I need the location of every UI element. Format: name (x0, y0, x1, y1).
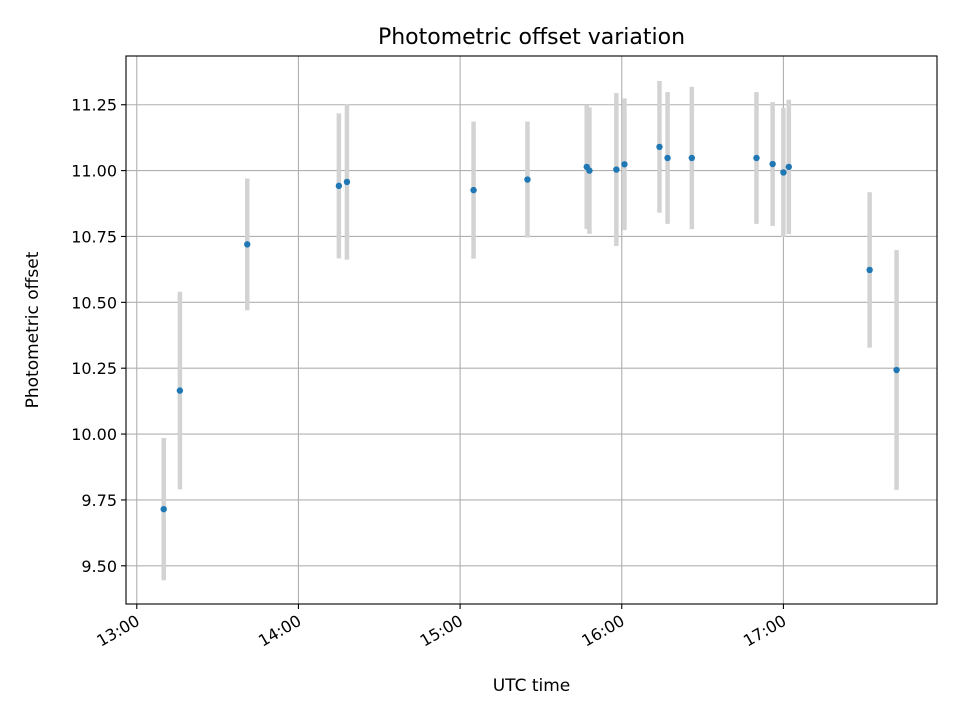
x-tick-label: 13:00 (93, 611, 142, 651)
data-point (586, 167, 593, 174)
data-point (785, 163, 793, 171)
data-point (244, 241, 251, 248)
y-tick-label: 9.75 (81, 491, 117, 510)
errorbars (161, 81, 899, 581)
y-tick-label: 9.50 (81, 557, 117, 576)
data-point (664, 154, 671, 162)
x-tick-label: 16:00 (578, 611, 627, 651)
y-axis-label: Photometric offset (23, 251, 43, 408)
data-point (769, 160, 776, 168)
data-point (470, 186, 477, 194)
data-point (866, 266, 873, 274)
y-tick-label: 10.75 (71, 227, 117, 246)
data-point (335, 182, 343, 190)
data-points (160, 143, 900, 513)
data-point (893, 366, 900, 374)
y-tick-label: 11.25 (71, 96, 117, 115)
data-point (343, 178, 351, 186)
data-point (656, 143, 663, 151)
chart-title: Photometric offset variation (378, 25, 685, 50)
data-point (753, 154, 760, 162)
x-axis-label: UTC time (493, 676, 571, 696)
x-tick-label: 17:00 (740, 611, 789, 651)
plot-area-frame (125, 55, 938, 605)
data-point (621, 161, 628, 168)
data-point (524, 176, 531, 183)
x-tick-label: 15:00 (417, 611, 466, 651)
data-point (780, 169, 787, 176)
y-tick-label: 11.00 (71, 162, 117, 181)
y-tick-label: 10.50 (71, 293, 117, 312)
x-tick-label: 14:00 (255, 611, 304, 651)
data-point (160, 505, 167, 513)
data-point (176, 387, 184, 394)
y-tick-label: 10.00 (71, 425, 117, 444)
y-tick-label: 10.25 (71, 359, 117, 378)
grid (126, 56, 937, 604)
data-point (613, 166, 620, 173)
data-point (688, 154, 696, 162)
